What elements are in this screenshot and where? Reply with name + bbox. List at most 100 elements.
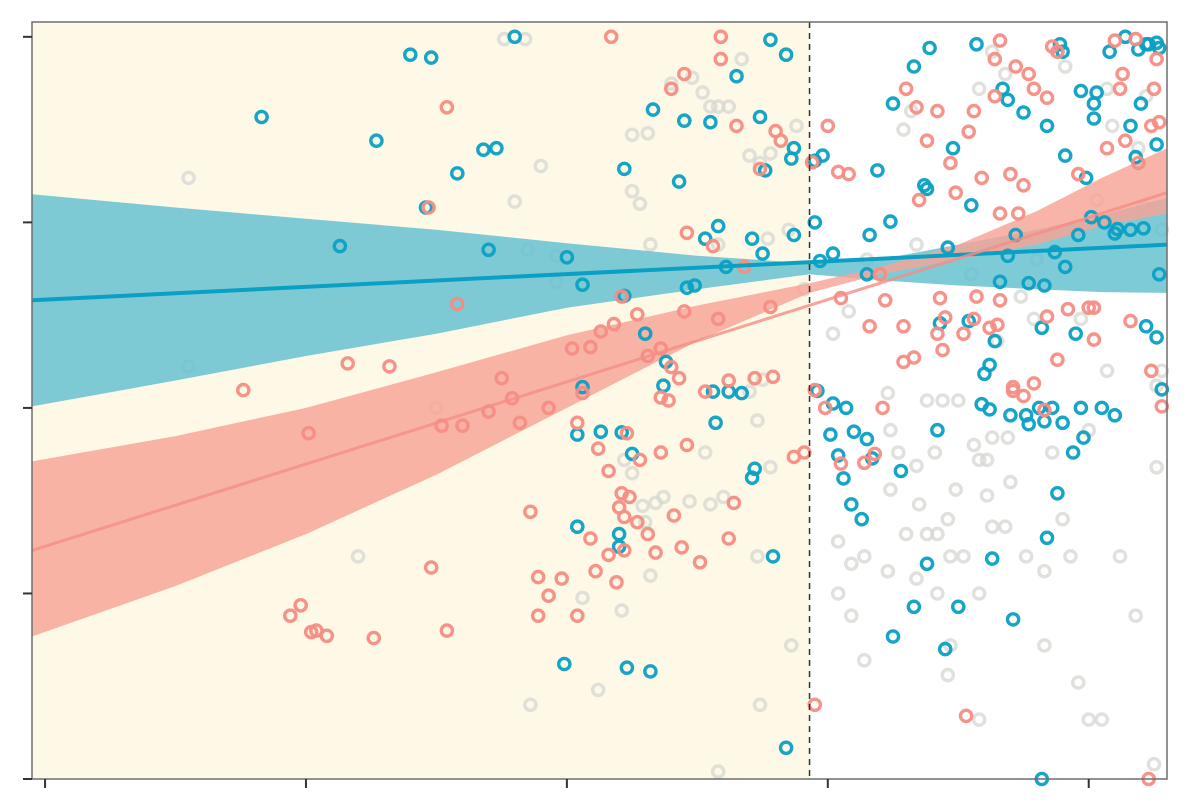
data-point-blue [677, 113, 692, 128]
data-point-grey [635, 498, 650, 514]
data-point-blue [507, 29, 523, 45]
data-point-red [1149, 51, 1164, 67]
data-point-red [1050, 44, 1065, 60]
data-point-red [1131, 155, 1146, 171]
data-point-blue [575, 277, 590, 293]
data-point-blue [883, 214, 898, 229]
data-point-red [896, 318, 911, 334]
data-point-grey [632, 196, 648, 212]
data-point-grey [695, 85, 710, 100]
data-point-red [987, 88, 1003, 104]
data-point-grey [643, 237, 658, 252]
data-point-red [653, 341, 669, 356]
data-point-red [1016, 177, 1031, 193]
data-point-grey [927, 445, 943, 460]
data-point-grey [909, 571, 924, 586]
data-point-grey [760, 231, 776, 246]
data-point-red [653, 445, 669, 460]
data-point-blue [1057, 259, 1073, 275]
data-point-blue [1057, 148, 1073, 163]
data-point-blue [815, 148, 830, 163]
data-point-grey [1104, 118, 1120, 134]
data-point-red [1011, 206, 1026, 221]
data-point-red [554, 571, 570, 586]
data-point-red [909, 100, 924, 115]
data-point-red [1112, 81, 1128, 97]
data-point-grey [1071, 675, 1086, 690]
data-point-blue [1076, 430, 1091, 445]
data-point-grey [1037, 563, 1052, 579]
data-point-blue [1055, 415, 1070, 431]
data-point-grey [507, 194, 523, 209]
data-point-blue [995, 81, 1010, 97]
data-point-red [956, 326, 971, 342]
data-point-red [640, 526, 656, 542]
data-point-red [606, 316, 622, 332]
data-point-blue [752, 109, 768, 125]
data-point-grey [1081, 712, 1096, 727]
data-point-grey [984, 44, 1000, 60]
data-point-red [992, 292, 1008, 308]
data-point-red [966, 311, 982, 327]
data-point-red [583, 531, 598, 546]
data-point-red [1050, 352, 1065, 368]
data-point-blue [1044, 400, 1060, 416]
data-point-red [969, 289, 984, 304]
data-point-grey [734, 51, 750, 67]
data-point-red [697, 384, 713, 399]
data-point-red [906, 350, 922, 365]
data-point-grey [911, 497, 927, 512]
data-point-grey [919, 393, 935, 408]
data-point-grey [656, 489, 671, 505]
data-point-blue [778, 740, 794, 756]
data-point-grey [956, 549, 971, 564]
data-point-grey [825, 326, 841, 342]
fit-line-red [31, 191, 1168, 552]
data-point-grey [1037, 638, 1052, 653]
data-point-blue [1089, 85, 1104, 100]
data-point-red [872, 266, 888, 282]
data-point-grey [979, 488, 995, 503]
data-point-red [648, 545, 663, 560]
data-point-red [653, 390, 669, 405]
data-point-red [679, 225, 695, 241]
data-point-blue [844, 497, 859, 512]
data-point-red [713, 29, 729, 45]
data-point-grey [750, 549, 765, 564]
data-point-blue [1003, 407, 1018, 423]
data-point-red [820, 118, 836, 134]
data-point-red [541, 588, 556, 604]
data-point-grey [624, 183, 640, 199]
data-point-blue [423, 50, 439, 65]
data-point-grey [350, 549, 366, 564]
data-point-red [948, 185, 964, 200]
data-point-grey [590, 682, 606, 698]
data-point-red [786, 449, 802, 465]
data-point-red [721, 373, 737, 388]
data-point-red [1026, 376, 1042, 391]
data-point-red [1039, 309, 1055, 324]
data-point-red [692, 555, 708, 570]
data-point-blue [1037, 278, 1052, 293]
data-point-blue [1039, 530, 1055, 546]
data-point-blue [937, 641, 953, 657]
data-point-red [1021, 66, 1036, 82]
data-point-red [588, 563, 603, 579]
data-point-grey [1112, 549, 1128, 564]
data-point-grey [971, 452, 987, 468]
data-point-blue [637, 326, 653, 342]
data-point-blue [1021, 275, 1036, 291]
data-point-red [705, 238, 721, 254]
data-point-blue [893, 463, 909, 479]
data-point-red [930, 103, 945, 119]
data-point-red [1115, 66, 1130, 82]
data-point-red [875, 400, 890, 416]
data-point-grey [1149, 459, 1164, 475]
data-point-red [857, 455, 872, 471]
data-point-blue [1065, 445, 1081, 460]
data-point-grey [1013, 289, 1029, 304]
data-point-red [677, 66, 692, 82]
data-point-red [804, 154, 820, 170]
data-point-grey [1044, 445, 1060, 460]
data-point-red [423, 560, 439, 575]
